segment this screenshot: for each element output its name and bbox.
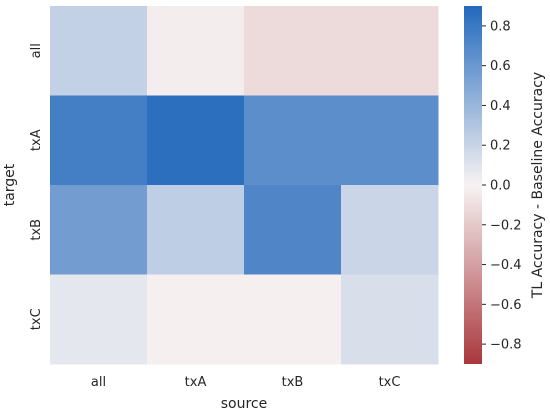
y-tick-label: txC bbox=[29, 308, 44, 330]
y-tick-label: all bbox=[29, 43, 44, 58]
heatmap-cell-txC-all bbox=[50, 274, 148, 365]
x-tick-label: txA bbox=[185, 375, 207, 390]
colorbar-ticks: 0.8 0.6 0.4 0.2 0.0 −0.2 −0.4 −0.6 −0.8 bbox=[482, 19, 522, 353]
colorbar-tick-label: −0.8 bbox=[490, 338, 522, 353]
heatmap-cell-txB-all bbox=[50, 185, 148, 275]
colorbar-label: TL Accuracy - Baseline Accuracy bbox=[530, 72, 546, 299]
heatmap-cell-txB-txB bbox=[244, 185, 342, 275]
x-tick-label: txC bbox=[379, 375, 401, 390]
heatmap-cells bbox=[50, 6, 439, 365]
heatmap-cell-txC-txB bbox=[244, 274, 342, 365]
heatmap-cell-txA-all bbox=[50, 95, 148, 186]
colorbar-tick-label: 0.2 bbox=[490, 139, 511, 154]
heatmap-cell-txC-txA bbox=[147, 274, 245, 365]
heatmap-cell-txA-txB bbox=[244, 95, 342, 186]
x-axis-ticks: all txA txB txC bbox=[91, 375, 401, 390]
y-axis-label: target bbox=[2, 163, 18, 206]
heatmap-cell-txA-txC bbox=[341, 95, 439, 186]
x-axis-label: source bbox=[221, 396, 268, 412]
colorbar-tick-label: −0.6 bbox=[490, 298, 522, 313]
colorbar-tick-label: 0.4 bbox=[490, 99, 511, 114]
colorbar-tick-label: 0.6 bbox=[490, 59, 511, 74]
heatmap-cell-all-txA bbox=[147, 6, 245, 96]
heatmap-cell-all-all bbox=[50, 6, 148, 96]
heatmap-cell-txC-txC bbox=[341, 274, 439, 365]
y-tick-label: txA bbox=[29, 129, 44, 151]
colorbar-tick-label: 0.8 bbox=[490, 19, 511, 34]
x-tick-label: txB bbox=[282, 375, 304, 390]
heatmap-cell-txB-txA bbox=[147, 185, 245, 275]
colorbar-tick-label: −0.2 bbox=[490, 218, 522, 233]
colorbar-tick-label: 0.0 bbox=[490, 179, 511, 194]
y-axis-ticks: all txA txB txC bbox=[29, 43, 44, 330]
y-tick-label: txB bbox=[29, 219, 44, 241]
x-tick-label: all bbox=[91, 375, 106, 390]
heatmap-cell-all-txC bbox=[341, 6, 439, 96]
heatmap-cell-all-txB bbox=[244, 6, 342, 96]
heatmap-cell-txA-txA bbox=[147, 95, 245, 186]
colorbar-tick-label: −0.4 bbox=[490, 258, 522, 273]
colorbar bbox=[464, 6, 482, 364]
heatmap-cell-txB-txC bbox=[341, 185, 439, 275]
